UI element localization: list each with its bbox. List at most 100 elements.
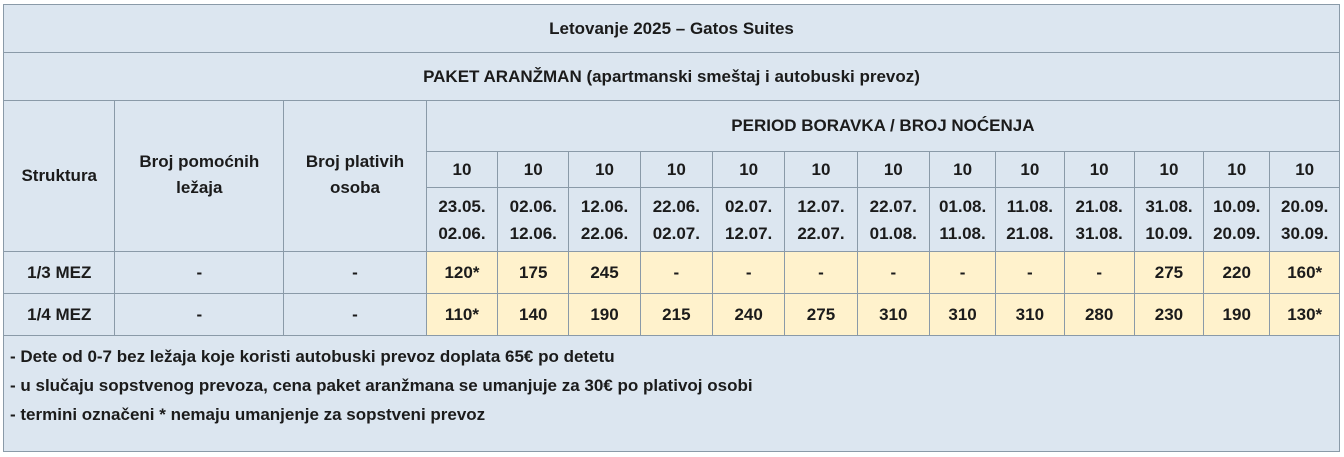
period-end: 22.06. (580, 223, 629, 243)
period-dates-cell: 01.08. 11.08. (928, 187, 997, 252)
period-end: 12.06. (509, 223, 557, 243)
period-end: 12.07. (725, 223, 773, 243)
period-dates-cell: 10.09. 20.09. (1203, 187, 1271, 252)
price-cell: 310 (928, 293, 997, 336)
table-row: 1/4 MEZ - -110* 140 190 215 240 275 310 310 310 280… (2, 293, 1340, 336)
period-end: 22.07. (797, 223, 845, 243)
nights-cell: 10 (928, 151, 997, 188)
dates-row: 23.05. 02.06. 02.06. 12.06. 12.06. 22.06. 22.0… (4, 187, 1340, 252)
period-start: 02.07. (725, 196, 773, 216)
period-start: 11.08. (1006, 196, 1054, 216)
price-cell: 160* (1269, 251, 1340, 294)
period-end: 31.08. (1075, 223, 1123, 243)
table-row: 1/3 MEZ - -120* 175 245- - - - - - -275 220 160* (2, 251, 1340, 294)
nights-cell: 10 (425, 151, 499, 188)
price-cell: 275 (1133, 251, 1205, 294)
notes: - Dete od 0-7 bez ležaja koje koristi au… (3, 335, 1340, 452)
price-cell: 240 (711, 293, 786, 336)
note-line: - u slučaju sopstvenog prevoza, cena pak… (10, 376, 753, 395)
price-cell: 175 (497, 251, 570, 294)
period-dates-cell: 20.09. 30.09. (1269, 187, 1340, 252)
period-dates-cell: 12.06. 22.06. (568, 187, 641, 252)
price-cell: - (995, 251, 1065, 294)
period-start: 22.06. (652, 196, 700, 216)
table-title: Letovanje 2025 – Gatos Suites (3, 4, 1340, 53)
period-end: 30.09. (1281, 223, 1329, 243)
period-dates-cell: 02.06. 12.06. (497, 187, 570, 252)
period-end: 10.09. (1145, 223, 1193, 243)
nights-cell: 10 (639, 151, 714, 188)
paying-persons-cell: - (283, 293, 427, 336)
period-start: 20.09. (1281, 196, 1329, 216)
price-cell: 140 (497, 293, 570, 336)
price-table: Letovanje 2025 – Gatos Suites PAKET ARAN… (2, 4, 1341, 452)
price-cell: - (784, 251, 858, 294)
period-dates-cell: 22.07. 01.08. (856, 187, 930, 252)
nights-cell: 10 (784, 151, 858, 188)
nights-cell: 10 (711, 151, 786, 188)
period-start: 31.08. (1145, 196, 1193, 216)
paying-persons-cell: - (283, 251, 427, 294)
price-cell: 190 (568, 293, 641, 336)
price-cell: 230 (1133, 293, 1205, 336)
period-start: 21.08. (1075, 196, 1123, 216)
period-start: 12.06. (580, 196, 629, 216)
period-start: 12.07. (797, 196, 845, 216)
price-cell: - (711, 251, 786, 294)
price-cell: 275 (784, 293, 858, 336)
period-start: 02.06. (509, 196, 557, 216)
price-cell: - (639, 251, 714, 294)
period-dates-cell: 31.08. 10.09. (1133, 187, 1205, 252)
price-cell: 215 (639, 293, 714, 336)
header-structure: Struktura (2, 100, 116, 252)
period-start: 23.05. (438, 196, 486, 216)
period-dates-cell: 22.06. 02.07. (639, 187, 714, 252)
price-table-container: Letovanje 2025 – Gatos Suites PAKET ARAN… (2, 4, 1341, 452)
period-dates-cell: 12.07. 22.07. (784, 187, 858, 252)
period-start: 22.07. (869, 196, 917, 216)
period-end: 01.08. (869, 223, 917, 243)
price-cell: 120* (425, 251, 499, 294)
header-period: PERIOD BORAVKA / BROJ NOĆENJA (425, 100, 1341, 152)
structure-cell: 1/4 MEZ (2, 293, 116, 336)
price-cell: - (1063, 251, 1135, 294)
nights-cell: 10 (856, 151, 930, 188)
period-end: 11.08. (939, 223, 986, 243)
price-cell: - (856, 251, 930, 294)
nights-row: 10 10 10 10 10 10 10 10 10 10 10 10 10 (4, 151, 1340, 188)
period-end: 21.08. (1006, 223, 1054, 243)
table-subtitle: PAKET ARANŽMAN (apartmanski smeštaj i au… (3, 52, 1340, 101)
price-cell: 220 (1203, 251, 1271, 294)
note-line: - termini označeni * nemaju umanjenje za… (10, 405, 486, 424)
period-end: 02.06. (438, 223, 486, 243)
price-cell: 130* (1269, 293, 1340, 336)
extra-beds-cell: - (114, 251, 285, 294)
header-extra-beds: Broj pomoćnih ležaja (114, 100, 285, 252)
nights-cell: 10 (1203, 151, 1271, 188)
period-start: 10.09. (1213, 196, 1261, 216)
nights-cell: 10 (497, 151, 570, 188)
nights-cell: 10 (1063, 151, 1135, 188)
nights-cell: 10 (1133, 151, 1205, 188)
note-line: - Dete od 0-7 bez ležaja koje koristi au… (10, 347, 615, 366)
period-dates-cell: 02.07. 12.07. (711, 187, 786, 252)
period-end: 20.09. (1213, 223, 1261, 243)
period-end: 02.07. (652, 223, 700, 243)
nights-cell: 10 (1269, 151, 1340, 188)
period-dates-cell: 23.05. 02.06. (425, 187, 499, 252)
nights-cell: 10 (995, 151, 1065, 188)
period-dates-cell: 21.08. 31.08. (1063, 187, 1135, 252)
price-cell: 310 (856, 293, 930, 336)
nights-cell: 10 (568, 151, 641, 188)
structure-cell: 1/3 MEZ (2, 251, 116, 294)
price-cell: 310 (995, 293, 1065, 336)
price-cell: 190 (1203, 293, 1271, 336)
price-cell: 110* (425, 293, 499, 336)
header-paying-persons: Broj plativih osoba (283, 100, 427, 252)
price-cell: 280 (1063, 293, 1135, 336)
period-start: 01.08. (938, 196, 987, 216)
price-cell: - (928, 251, 997, 294)
extra-beds-cell: - (114, 293, 285, 336)
period-dates-cell: 11.08. 21.08. (995, 187, 1065, 252)
price-cell: 245 (568, 251, 641, 294)
